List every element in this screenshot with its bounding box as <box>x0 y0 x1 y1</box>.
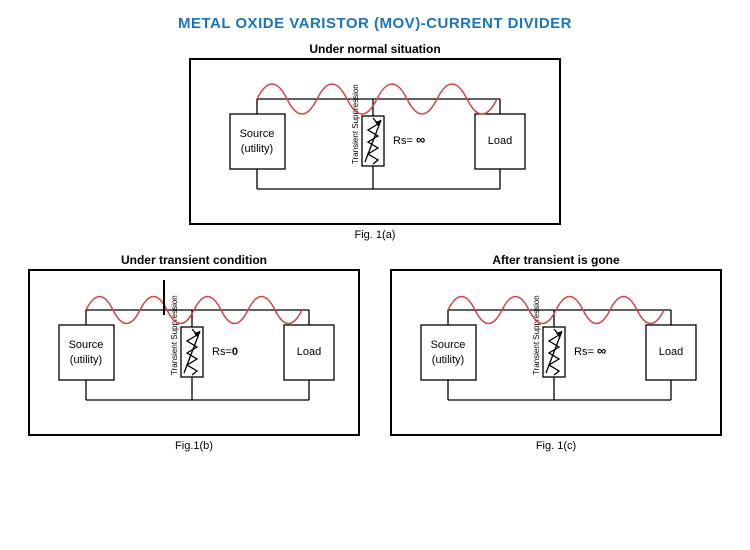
rs-symbol: ∞ <box>597 343 606 358</box>
source-text1: Source <box>69 339 104 351</box>
ts-label: Transient Suppression <box>351 84 360 164</box>
figure-b-title: Under transient condition <box>121 253 267 267</box>
load-text: Load <box>297 346 321 358</box>
figure-b-box: Source (utility) Load Transient Suppress… <box>28 269 360 436</box>
figure-c-title: After transient is gone <box>492 253 619 267</box>
bottom-row: Under transient condition Source (utilit… <box>10 251 740 452</box>
source-text2: (utility) <box>432 354 464 366</box>
source-text1: Source <box>240 128 275 140</box>
figure-a-title: Under normal situation <box>309 42 440 56</box>
figure-b: Under transient condition Source (utilit… <box>28 251 360 452</box>
source-block <box>421 325 476 380</box>
rs-symbol: ∞ <box>416 132 425 147</box>
load-text: Load <box>488 135 512 147</box>
source-block <box>59 325 114 380</box>
figure-c-box: Source (utility) Load Transient Suppress… <box>390 269 722 436</box>
rs-label: Rs=0 <box>212 346 238 358</box>
figure-b-caption: Fig.1(b) <box>175 440 213 452</box>
figure-a: Under normal situation Source (utility) … <box>10 40 740 241</box>
circuit-svg-a: Source (utility) Load Transient Suppress… <box>195 64 555 219</box>
rs-symbol: 0 <box>232 346 238 358</box>
source-text2: (utility) <box>241 143 273 155</box>
circuit-svg-c: Source (utility) Load Transient Suppress… <box>396 275 716 430</box>
page-title: METAL OXIDE VARISTOR (MOV)-CURRENT DIVID… <box>10 15 740 32</box>
circuit-svg-b: Source (utility) Load Transient Suppress… <box>34 275 354 430</box>
load-text: Load <box>659 346 683 358</box>
source-text1: Source <box>431 339 466 351</box>
figure-c: After transient is gone Source (utility)… <box>390 251 722 452</box>
rs-label: Rs= ∞ <box>393 132 425 147</box>
ts-label: Transient Suppression <box>532 295 541 375</box>
source-text2: (utility) <box>70 354 102 366</box>
figure-a-caption: Fig. 1(a) <box>355 229 396 241</box>
rs-label: Rs= ∞ <box>574 343 606 358</box>
figure-c-caption: Fig. 1(c) <box>536 440 576 452</box>
ts-label: Transient Suppression <box>170 295 179 375</box>
figure-a-box: Source (utility) Load Transient Suppress… <box>189 58 561 225</box>
source-block <box>230 114 285 169</box>
